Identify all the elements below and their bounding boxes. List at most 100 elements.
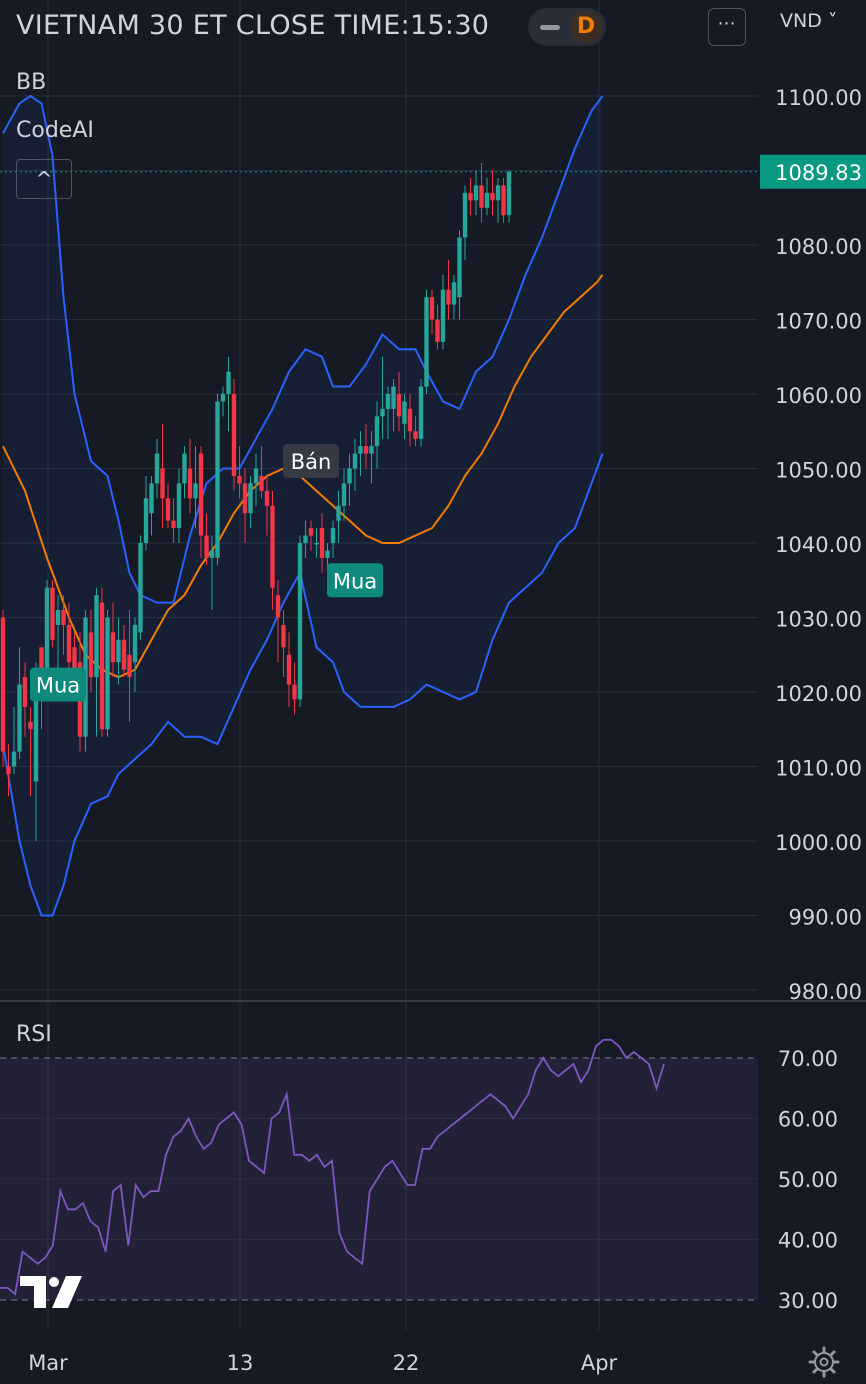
price-tick-label: 1000.00 — [775, 831, 862, 855]
candle — [50, 580, 55, 648]
candle-body — [154, 453, 160, 484]
more-options-button[interactable]: ⋯ — [708, 8, 746, 46]
candle-body — [187, 468, 193, 499]
indicator-label-bb[interactable]: BB — [16, 70, 47, 95]
candle — [110, 602, 116, 678]
buy-signal-label: Mua — [327, 563, 383, 598]
candle-body — [325, 550, 330, 558]
rsi-panel[interactable]: 70.00 60.00 50.00 40.00 30.00 — [0, 1038, 838, 1313]
candle-body — [0, 617, 6, 752]
collapse-indicators-button[interactable]: ^ — [16, 159, 72, 199]
candle-body — [231, 394, 237, 476]
candle-body — [506, 171, 512, 216]
candle-body — [457, 237, 462, 298]
candle-body — [358, 446, 363, 454]
candle — [160, 423, 165, 529]
candle-body — [220, 394, 226, 402]
candle — [501, 177, 506, 223]
candle — [143, 475, 149, 551]
candle — [407, 394, 413, 447]
candle-body — [209, 550, 215, 558]
price-tick-label: 1080.00 — [775, 235, 862, 259]
rsi-tick-label: 30.00 — [778, 1289, 838, 1313]
candle — [396, 371, 402, 432]
indicator-label-rsi[interactable]: RSI — [16, 1022, 52, 1047]
candlestick-series[interactable] — [0, 163, 512, 841]
candle-body — [176, 483, 182, 529]
candle-body — [479, 185, 484, 208]
candle-body — [160, 468, 165, 499]
candle-body — [248, 483, 253, 514]
candle — [336, 490, 341, 543]
resolution-daily-button[interactable]: D — [570, 11, 602, 43]
time-tick-label: 13 — [227, 1351, 254, 1375]
price-tick-label: 1020.00 — [775, 682, 862, 706]
candle — [358, 431, 363, 476]
price-tick-label: 1070.00 — [775, 310, 862, 334]
candle — [127, 610, 132, 722]
candle — [468, 177, 473, 216]
candle — [352, 438, 358, 491]
candle-body — [391, 386, 396, 409]
price-tick-label: 1030.00 — [775, 608, 862, 632]
candle-body — [11, 751, 17, 767]
candle-body — [171, 520, 176, 529]
price-tick-label: 1060.00 — [775, 384, 862, 408]
toggle-dash-icon — [540, 25, 560, 30]
indicator-label-codeai[interactable]: CodeAI — [16, 118, 94, 143]
resolution-toggle[interactable]: D — [528, 8, 606, 46]
candle — [484, 177, 490, 216]
candle — [457, 230, 462, 320]
candle-body — [22, 677, 28, 707]
candle-body — [286, 654, 292, 685]
tradingview-logo-icon[interactable] — [20, 1276, 84, 1308]
candle-body — [28, 721, 33, 730]
candle — [495, 177, 501, 223]
currency-selector[interactable]: VND ˅ — [780, 10, 838, 32]
candle-body — [297, 543, 303, 700]
price-tick-label: 1010.00 — [775, 757, 862, 781]
candle — [429, 289, 435, 335]
candle — [303, 520, 308, 558]
candle-body — [270, 505, 275, 588]
price-tick-label: 1100.00 — [775, 86, 862, 110]
candle — [275, 580, 281, 663]
time-tick-label: 22 — [393, 1351, 420, 1375]
candle-body — [363, 446, 369, 454]
candle-body — [66, 624, 72, 663]
settings-gear-icon[interactable] — [808, 1346, 840, 1378]
candle-body — [435, 319, 440, 342]
rsi-tick-label: 40.00 — [778, 1229, 838, 1253]
candle-body — [490, 192, 495, 201]
candle-body — [44, 587, 50, 685]
buy-signal-label: Mua — [30, 667, 86, 702]
candle-body — [204, 535, 209, 558]
candle — [204, 513, 209, 566]
candle — [253, 453, 259, 506]
last-price-tag — [760, 154, 866, 189]
candle — [99, 587, 105, 737]
candle — [182, 446, 187, 499]
rsi-tick-label: 50.00 — [778, 1168, 838, 1192]
price-axis[interactable]: 1100.001090.001080.001070.001060.001050.… — [28, 86, 866, 1375]
candle — [154, 438, 160, 499]
candle — [385, 386, 391, 439]
rsi-tick-label: 70.00 — [778, 1047, 838, 1071]
candle — [220, 386, 226, 417]
chart-title[interactable]: VIETNAM 30 ET CLOSE TIME:15:30 — [16, 10, 490, 41]
candle — [391, 379, 396, 432]
candle — [138, 535, 143, 640]
candle — [121, 624, 127, 678]
price-tick-label: 990.00 — [789, 906, 862, 930]
candle-body — [281, 624, 286, 648]
candle-body — [253, 468, 259, 484]
candle-body — [39, 647, 44, 678]
candle — [330, 520, 336, 558]
candle-body — [143, 498, 149, 543]
candle — [0, 610, 6, 767]
rsi-tick-label: 60.00 — [778, 1108, 838, 1132]
candle-body — [215, 401, 220, 558]
candle-body — [380, 408, 385, 417]
rsi-line — [0, 1038, 665, 1296]
